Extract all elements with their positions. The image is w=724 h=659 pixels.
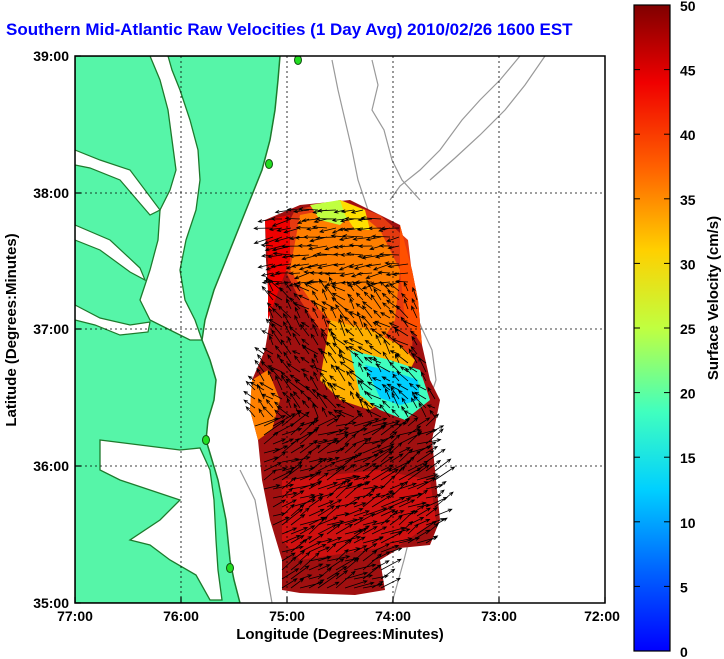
colorbar-label: Surface Velocity (cm/s) [705, 216, 722, 380]
x-tick-labels: 77:00 76:00 75:00 74:00 73:00 72:00 [57, 608, 620, 624]
x-tick-label: 75:00 [269, 608, 305, 624]
y-tick-label: 38:00 [33, 185, 69, 201]
colorbar-tick-label: 40 [680, 127, 696, 143]
x-tick-label: 77:00 [57, 608, 93, 624]
y-tick-label: 35:00 [33, 595, 69, 611]
velocity-vectors [243, 207, 456, 589]
colorbar-tick-label: 45 [680, 63, 696, 79]
vector-arrows [243, 207, 456, 589]
colorbar-tick-label: 50 [680, 0, 696, 14]
y-axis-label: Latitude (Degrees:Minutes) [3, 233, 20, 426]
colorbar-tick-label: 0 [680, 644, 688, 659]
station-marker [294, 56, 302, 65]
y-tick-label: 37:00 [33, 321, 69, 337]
y-tick-labels: 39:00 38:00 37:00 36:00 35:00 [33, 48, 69, 611]
velocity-field [250, 200, 440, 595]
tick-marks [74, 55, 606, 604]
river-potomac [75, 149, 161, 216]
colorbar-tick-label: 30 [680, 256, 696, 272]
colorbar-tick-label: 10 [680, 515, 696, 531]
chesapeake-bay [139, 56, 203, 341]
x-axis-label: Longitude (Degrees:Minutes) [236, 626, 444, 643]
river-rappahannock [75, 224, 147, 282]
colorbar-tick-label: 35 [680, 192, 696, 208]
albemarle-pamlico-sound [99, 439, 223, 601]
station-marker [226, 563, 234, 573]
colorbar-tick-label: 25 [680, 321, 696, 337]
colorbar-ticks [634, 4, 670, 587]
colorbar-tick-label: 5 [680, 579, 688, 595]
y-tick-label: 36:00 [33, 458, 69, 474]
x-tick-label: 74:00 [375, 608, 411, 624]
colorbar-tick-labels: 50 45 40 35 30 25 20 15 10 5 0 [680, 0, 696, 659]
x-tick-label: 72:00 [584, 608, 620, 624]
colorbar-tick-label: 15 [680, 450, 696, 466]
x-tick-label: 73:00 [481, 608, 517, 624]
gridlines [75, 56, 605, 603]
map-title: Southern Mid-Atlantic Raw Velocities (1 … [6, 20, 573, 39]
y-tick-label: 39:00 [33, 48, 69, 64]
river-james [75, 304, 151, 336]
colorbar-tick-label: 20 [680, 386, 696, 402]
x-tick-label: 76:00 [163, 608, 199, 624]
station-marker [265, 159, 273, 169]
station-marker [202, 435, 210, 445]
radar-stations [202, 56, 302, 573]
